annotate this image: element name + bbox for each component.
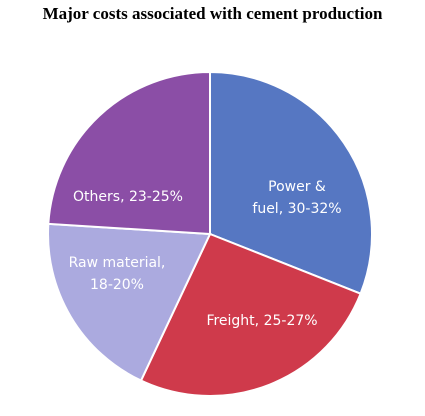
pie-slice-label-1: Freight, 25-27% <box>206 313 317 329</box>
chart-title: Major costs associated with cement produ… <box>42 4 383 23</box>
pie-slice-label-2: Raw material, 18-20% <box>69 255 166 293</box>
pie-slice-1 <box>139 232 362 397</box>
pie-slice-label-3: Others, 23-25% <box>73 189 183 205</box>
pie-slice-0 <box>209 70 373 295</box>
pie-slice-2 <box>47 222 212 382</box>
pie-slice-3 <box>47 70 211 236</box>
pie-slice-label-0: Power & fuel, 30-32% <box>252 179 341 217</box>
